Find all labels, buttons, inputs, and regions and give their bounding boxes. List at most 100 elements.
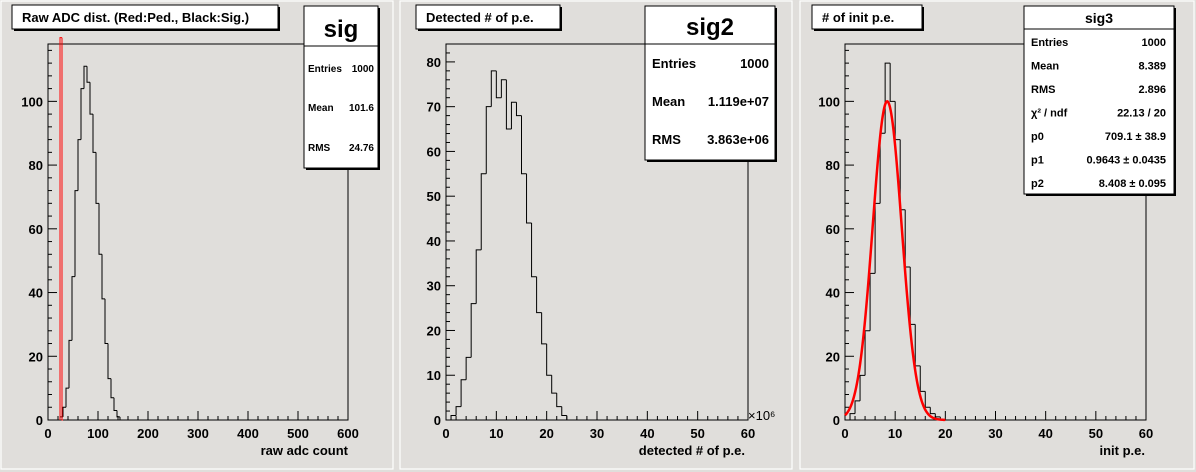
stats-value: 101.6 xyxy=(349,103,374,114)
stats-box: sig Entries 1000 Mean 101.6 RMS 24.76 xyxy=(303,5,380,170)
x-tick-label: 30 xyxy=(988,426,1002,441)
y-tick-label: 60 xyxy=(826,222,840,237)
y-tick-label: 40 xyxy=(826,286,840,301)
x-axis-label: detected # of p.e. xyxy=(639,443,745,458)
histogram-bin xyxy=(475,249,482,304)
stats-box: sig2 Entries 1000 Mean 1.119e+07 RMS 3.8… xyxy=(644,5,777,162)
x-tick-label: 0 xyxy=(442,426,449,441)
y-tick-label: 40 xyxy=(427,234,441,249)
panel-title: Raw ADC dist. (Red:Ped., Black:Sig.) xyxy=(22,10,249,25)
stats-value: 709.1 ± 38.9 xyxy=(1105,131,1166,143)
x-tick-label: 20 xyxy=(938,426,952,441)
histogram-bin xyxy=(485,106,492,174)
stats-label: p0 xyxy=(1031,131,1044,143)
panel-title: Detected # of p.e. xyxy=(426,10,534,25)
histogram-bin xyxy=(859,374,866,401)
stats-value: 0.9643 ± 0.0435 xyxy=(1087,155,1166,167)
x-tick-label: 0 xyxy=(841,426,848,441)
stats-value: 1000 xyxy=(352,64,375,75)
x-tick-label: 0 xyxy=(44,426,51,441)
y-tick-label: 0 xyxy=(833,413,840,428)
y-tick-label: 10 xyxy=(427,368,441,383)
histogram-bin xyxy=(86,66,90,83)
x-tick-label: 100 xyxy=(87,426,109,441)
x-tick-label: 200 xyxy=(137,426,159,441)
gaussian-fit-curve xyxy=(844,100,946,422)
title-box: Detected # of p.e. xyxy=(415,4,562,31)
histogram-bin xyxy=(113,397,117,411)
x-tick-label: 500 xyxy=(287,426,309,441)
panel-raw-adc: 0 100 200 300 400 500 600 0 20 40 60 80 100 raw adc … xyxy=(0,0,394,470)
histogram-bin xyxy=(490,70,497,107)
stats-value: 1000 xyxy=(1142,37,1166,49)
histogram-bin xyxy=(465,356,472,380)
stats-value: 8.408 ± 0.095 xyxy=(1099,178,1166,190)
histogram-bin xyxy=(116,410,120,418)
histogram-bin xyxy=(884,62,891,134)
histogram-bin xyxy=(68,339,72,389)
title-box: Raw ADC dist. (Red:Ped., Black:Sig.) xyxy=(11,4,280,31)
histogram-bin xyxy=(929,407,936,415)
axis-ticks: 0 10 20 30 40 50 60 0 20 40 60 80 100 xyxy=(818,49,1153,441)
histogram-bin xyxy=(510,101,517,130)
histogram-marks xyxy=(450,70,568,420)
stats-value: 3.863e+06 xyxy=(707,132,769,147)
y-tick-label: 20 xyxy=(29,349,43,364)
x-tick-label: 10 xyxy=(888,426,902,441)
stats-value: 1.119e+07 xyxy=(708,94,769,109)
histogram-bin xyxy=(74,190,78,277)
histogram-bin xyxy=(62,406,66,417)
x-tick-label: 30 xyxy=(590,426,604,441)
histogram-bin xyxy=(515,102,522,117)
histogram-bin xyxy=(61,37,63,421)
y-tick-label: 0 xyxy=(36,413,43,428)
histogram-bin xyxy=(495,70,502,99)
histogram-bin xyxy=(119,416,123,421)
histogram-bin xyxy=(551,375,557,394)
x-tick-label: 20 xyxy=(539,426,553,441)
histogram-bin xyxy=(71,276,75,341)
x-tick-label: 50 xyxy=(690,426,704,441)
histogram-bin xyxy=(80,88,84,140)
y-tick-label: 20 xyxy=(826,349,840,364)
x-tick-label: 60 xyxy=(741,426,755,441)
histogram-bin xyxy=(92,114,96,153)
stats-name: sig2 xyxy=(686,14,734,41)
histogram-bin xyxy=(480,173,487,250)
stats-name: sig xyxy=(324,16,359,43)
stats-rows: Entries 1000 Mean 8.389 RMS 2.896 χ² / ndf 22.1… xyxy=(1031,37,1166,190)
y-tick-label: 0 xyxy=(434,413,441,428)
histogram-bin xyxy=(505,79,512,130)
histogram-bin xyxy=(561,406,567,417)
stats-box: sig3 Entries 1000 Mean 8.389 RMS 2.896 χ² / nd… xyxy=(1023,5,1176,196)
histogram-marks xyxy=(844,62,946,422)
axis-ticks: 0 100 200 300 400 500 600 0 20 40 60 80 100 xyxy=(21,49,359,441)
histogram-marks xyxy=(59,37,126,421)
histogram-bin xyxy=(83,65,87,89)
stats-label: Entries xyxy=(1031,37,1068,49)
y-tick-label: 60 xyxy=(29,222,43,237)
x-tick-label: 40 xyxy=(1038,426,1052,441)
histogram-bin xyxy=(521,115,527,175)
stats-label: Entries xyxy=(308,64,342,75)
histogram-bin xyxy=(531,223,537,278)
x-tick-label: 300 xyxy=(187,426,209,441)
histogram-bin xyxy=(556,393,562,408)
histogram-bin xyxy=(65,387,69,408)
histogram-bin xyxy=(455,406,462,416)
stats-value: 1000 xyxy=(740,56,769,71)
stats-label: p1 xyxy=(1031,155,1044,167)
histogram-bin xyxy=(526,173,532,224)
histogram-bin xyxy=(450,415,457,420)
histogram-bin xyxy=(107,343,111,380)
histogram-bin xyxy=(104,298,108,345)
stats-value: 22.13 / 20 xyxy=(1117,108,1166,120)
stats-value: 2.896 xyxy=(1138,84,1166,96)
y-tick-label: 40 xyxy=(29,286,43,301)
histogram-bin xyxy=(470,303,477,358)
x-tick-label: 10 xyxy=(489,426,503,441)
x-axis-label: init p.e. xyxy=(1100,443,1146,458)
x-tick-label: 400 xyxy=(237,426,259,441)
stats-label: RMS xyxy=(652,132,681,147)
